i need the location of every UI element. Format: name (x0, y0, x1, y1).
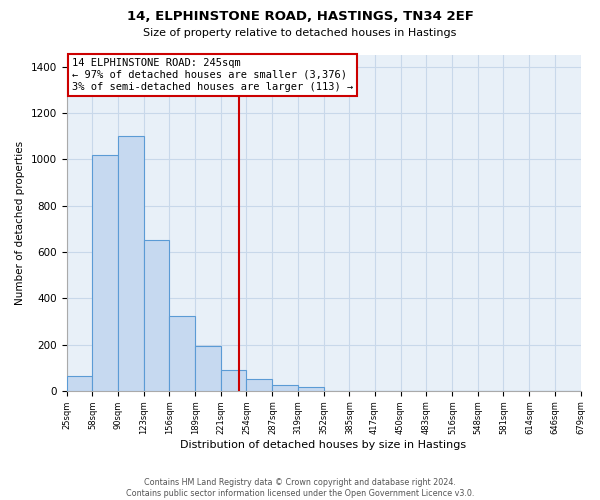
Text: 14 ELPHINSTONE ROAD: 245sqm
← 97% of detached houses are smaller (3,376)
3% of s: 14 ELPHINSTONE ROAD: 245sqm ← 97% of det… (71, 58, 353, 92)
Bar (221, 370, 247, 391)
X-axis label: Distribution of detached houses by size in Hastings: Distribution of detached houses by size … (181, 440, 467, 450)
Bar (298, 388, 323, 391)
Y-axis label: Number of detached properties: Number of detached properties (15, 141, 25, 305)
Bar (92, 154, 118, 391)
Bar (67, 376, 92, 391)
Bar (169, 316, 196, 391)
Text: Contains HM Land Registry data © Crown copyright and database right 2024.
Contai: Contains HM Land Registry data © Crown c… (126, 478, 474, 498)
Bar (196, 346, 221, 391)
Text: 14, ELPHINSTONE ROAD, HASTINGS, TN34 2EF: 14, ELPHINSTONE ROAD, HASTINGS, TN34 2EF (127, 10, 473, 23)
Bar (272, 385, 298, 391)
Text: Size of property relative to detached houses in Hastings: Size of property relative to detached ho… (143, 28, 457, 38)
Bar (143, 240, 169, 391)
Bar (247, 380, 272, 391)
Bar (118, 136, 143, 391)
